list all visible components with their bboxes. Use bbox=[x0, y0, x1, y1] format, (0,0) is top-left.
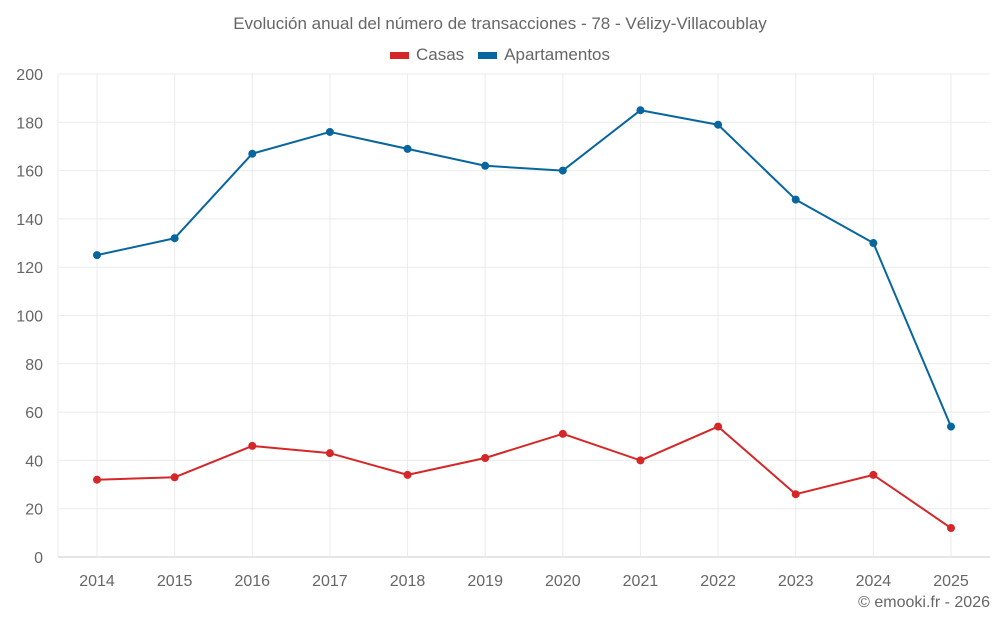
data-point-apartamentos bbox=[93, 251, 101, 260]
series-layer bbox=[93, 106, 955, 533]
data-point-apartamentos bbox=[636, 106, 645, 115]
series-line-casas bbox=[96, 425, 952, 529]
legend-label-casas: Casas bbox=[415, 45, 465, 64]
axes: 0 20 40 60 80 100 120 140 160 180 200 2014 2015 2016 2… bbox=[16, 67, 969, 590]
data-point-apartamentos bbox=[714, 120, 723, 129]
x-tick-label: 2023 bbox=[778, 573, 814, 590]
legend-item-apartamentos[interactable]: Apartamentos bbox=[478, 45, 610, 65]
x-tick-label: 2017 bbox=[312, 573, 348, 590]
x-tick-label: 2014 bbox=[79, 573, 115, 590]
x-tick-label: 2025 bbox=[933, 573, 969, 590]
data-point-apartamentos bbox=[248, 149, 257, 158]
legend-swatch-apartamentos bbox=[478, 51, 498, 59]
data-point-casas bbox=[947, 524, 955, 533]
x-tick-label: 2016 bbox=[234, 573, 270, 590]
data-point-apartamentos bbox=[481, 161, 490, 170]
y-tick-label: 80 bbox=[25, 357, 43, 374]
x-tick-label: 2020 bbox=[545, 573, 581, 590]
y-tick-label: 180 bbox=[16, 115, 43, 132]
y-tick-label: 120 bbox=[16, 260, 43, 277]
data-point-apartamentos bbox=[947, 422, 955, 431]
data-point-casas bbox=[481, 453, 490, 462]
x-tick-label: 2024 bbox=[856, 573, 892, 590]
y-tick-label: 20 bbox=[25, 502, 43, 519]
data-point-casas bbox=[558, 429, 567, 438]
legend-label-apartamentos: Apartamentos bbox=[504, 45, 611, 64]
data-point-casas bbox=[791, 490, 800, 499]
x-tick-label: 2015 bbox=[157, 573, 193, 590]
data-point-apartamentos bbox=[558, 166, 567, 175]
data-point-apartamentos bbox=[791, 195, 800, 204]
data-point-apartamentos bbox=[869, 239, 878, 248]
y-tick-label: 40 bbox=[25, 453, 43, 470]
data-point-casas bbox=[636, 456, 645, 465]
data-point-apartamentos bbox=[403, 144, 412, 153]
credit-text: © emooki.fr - 2026 bbox=[858, 594, 990, 611]
chart-title: Evolución anual del número de transaccio… bbox=[233, 14, 767, 33]
x-tick-label: 2022 bbox=[700, 573, 736, 590]
grid bbox=[57, 73, 990, 558]
data-point-casas bbox=[714, 422, 723, 431]
data-point-casas bbox=[248, 441, 257, 450]
data-point-apartamentos bbox=[325, 127, 334, 136]
data-point-casas bbox=[325, 449, 334, 458]
y-tick-label: 60 bbox=[25, 405, 43, 422]
y-tick-label: 200 bbox=[16, 67, 43, 84]
data-point-casas bbox=[403, 470, 412, 479]
x-tick-label: 2019 bbox=[467, 573, 503, 590]
series-line-apartamentos bbox=[96, 109, 952, 427]
x-tick-label: 2018 bbox=[390, 573, 426, 590]
legend-item-casas[interactable]: Casas bbox=[389, 45, 465, 65]
y-tick-label: 0 bbox=[34, 550, 43, 567]
legend-swatch-casas bbox=[389, 51, 409, 59]
data-point-casas bbox=[170, 473, 179, 482]
data-point-apartamentos bbox=[170, 234, 179, 243]
data-point-casas bbox=[93, 475, 101, 484]
data-point-casas bbox=[869, 470, 878, 479]
y-tick-label: 160 bbox=[16, 164, 43, 181]
y-tick-label: 100 bbox=[16, 309, 43, 326]
legend: Casas Apartamentos bbox=[0, 45, 1000, 65]
y-tick-label: 140 bbox=[16, 212, 43, 229]
x-tick-label: 2021 bbox=[623, 573, 659, 590]
